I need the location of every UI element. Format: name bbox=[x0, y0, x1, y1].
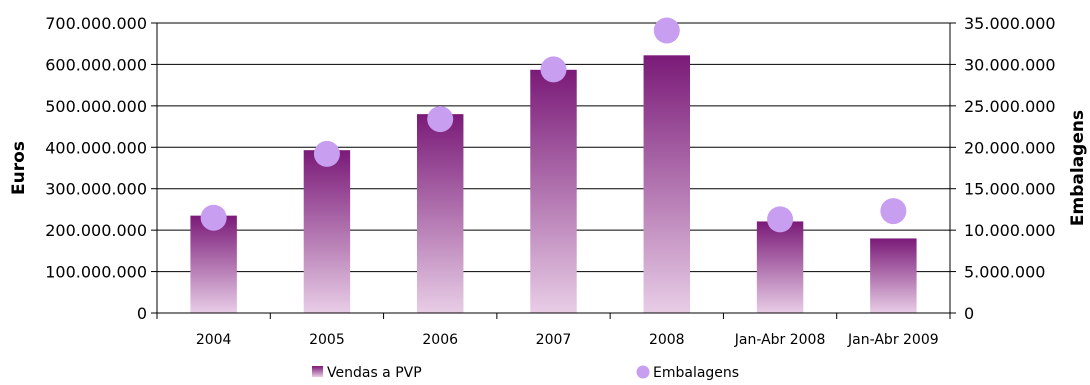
left-tick-label: 400.000.000 bbox=[45, 138, 147, 157]
left-tick-label: 200.000.000 bbox=[45, 221, 147, 240]
legend-bar-swatch bbox=[312, 366, 323, 377]
marker-point bbox=[653, 17, 680, 44]
bar bbox=[416, 114, 464, 314]
bar bbox=[530, 69, 577, 313]
legend: Vendas a PVP Embalagens bbox=[312, 365, 739, 381]
marker-point bbox=[200, 204, 227, 231]
x-tick-label: Jan-Abr 2008 bbox=[734, 332, 826, 348]
marker-point bbox=[313, 140, 340, 167]
marker-point bbox=[540, 56, 567, 83]
legend-marker-swatch bbox=[636, 365, 650, 379]
left-tick-label: 0 bbox=[137, 304, 147, 323]
bar bbox=[303, 150, 351, 313]
bar bbox=[756, 221, 804, 313]
tick-labels: 0 0 100.000.000 5.000.000 200.000.000 10.000.… bbox=[45, 14, 1055, 348]
marker-series bbox=[200, 17, 907, 233]
y-axis-title: Euros bbox=[9, 141, 29, 195]
right-tick-label: 0 bbox=[964, 304, 974, 323]
right-tick-label: 5.000.000 bbox=[964, 263, 1045, 282]
left-tick-label: 700.000.000 bbox=[45, 14, 147, 33]
right-tick-label: 35.000.000 bbox=[964, 14, 1056, 33]
right-tick-label: 30.000.000 bbox=[964, 55, 1056, 74]
bar-series bbox=[190, 55, 917, 314]
axes bbox=[151, 22, 956, 319]
left-tick-label: 500.000.000 bbox=[45, 97, 147, 116]
left-tick-label: 300.000.000 bbox=[45, 180, 147, 199]
marker-point bbox=[427, 106, 454, 133]
x-tick-label: 2006 bbox=[422, 332, 458, 348]
bar bbox=[870, 238, 917, 313]
x-tick-label: 2005 bbox=[309, 332, 345, 348]
bar bbox=[190, 215, 237, 313]
legend-label-markers: Embalagens bbox=[653, 365, 739, 381]
right-tick-label: 20.000.000 bbox=[964, 138, 1056, 157]
right-tick-label: 10.000.000 bbox=[964, 221, 1056, 240]
legend-label-bars: Vendas a PVP bbox=[327, 365, 422, 381]
left-tick-label: 600.000.000 bbox=[45, 55, 147, 74]
right-tick-label: 15.000.000 bbox=[964, 180, 1056, 199]
axis-titles: Euros Embalagens bbox=[9, 110, 1088, 226]
x-tick-label: 2004 bbox=[196, 332, 232, 348]
right-tick-label: 25.000.000 bbox=[964, 97, 1056, 116]
x-tick-label: 2007 bbox=[536, 332, 572, 348]
left-tick-label: 100.000.000 bbox=[45, 263, 147, 282]
x-tick-label: Jan-Abr 2009 bbox=[847, 332, 939, 348]
bar bbox=[643, 55, 691, 314]
x-tick-label: 2008 bbox=[649, 332, 685, 348]
y2-axis-title: Embalagens bbox=[1068, 110, 1088, 226]
marker-point bbox=[767, 206, 794, 233]
marker-point bbox=[880, 198, 907, 225]
